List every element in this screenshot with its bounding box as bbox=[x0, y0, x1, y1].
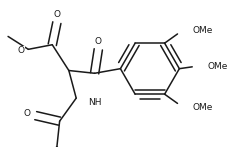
Text: O: O bbox=[53, 10, 60, 19]
Text: O: O bbox=[18, 46, 25, 55]
Text: OMe: OMe bbox=[192, 26, 213, 35]
Text: OMe: OMe bbox=[192, 103, 213, 112]
Text: NH: NH bbox=[88, 98, 102, 107]
Text: O: O bbox=[95, 37, 102, 46]
Text: O: O bbox=[23, 109, 30, 118]
Text: OMe: OMe bbox=[208, 62, 228, 71]
